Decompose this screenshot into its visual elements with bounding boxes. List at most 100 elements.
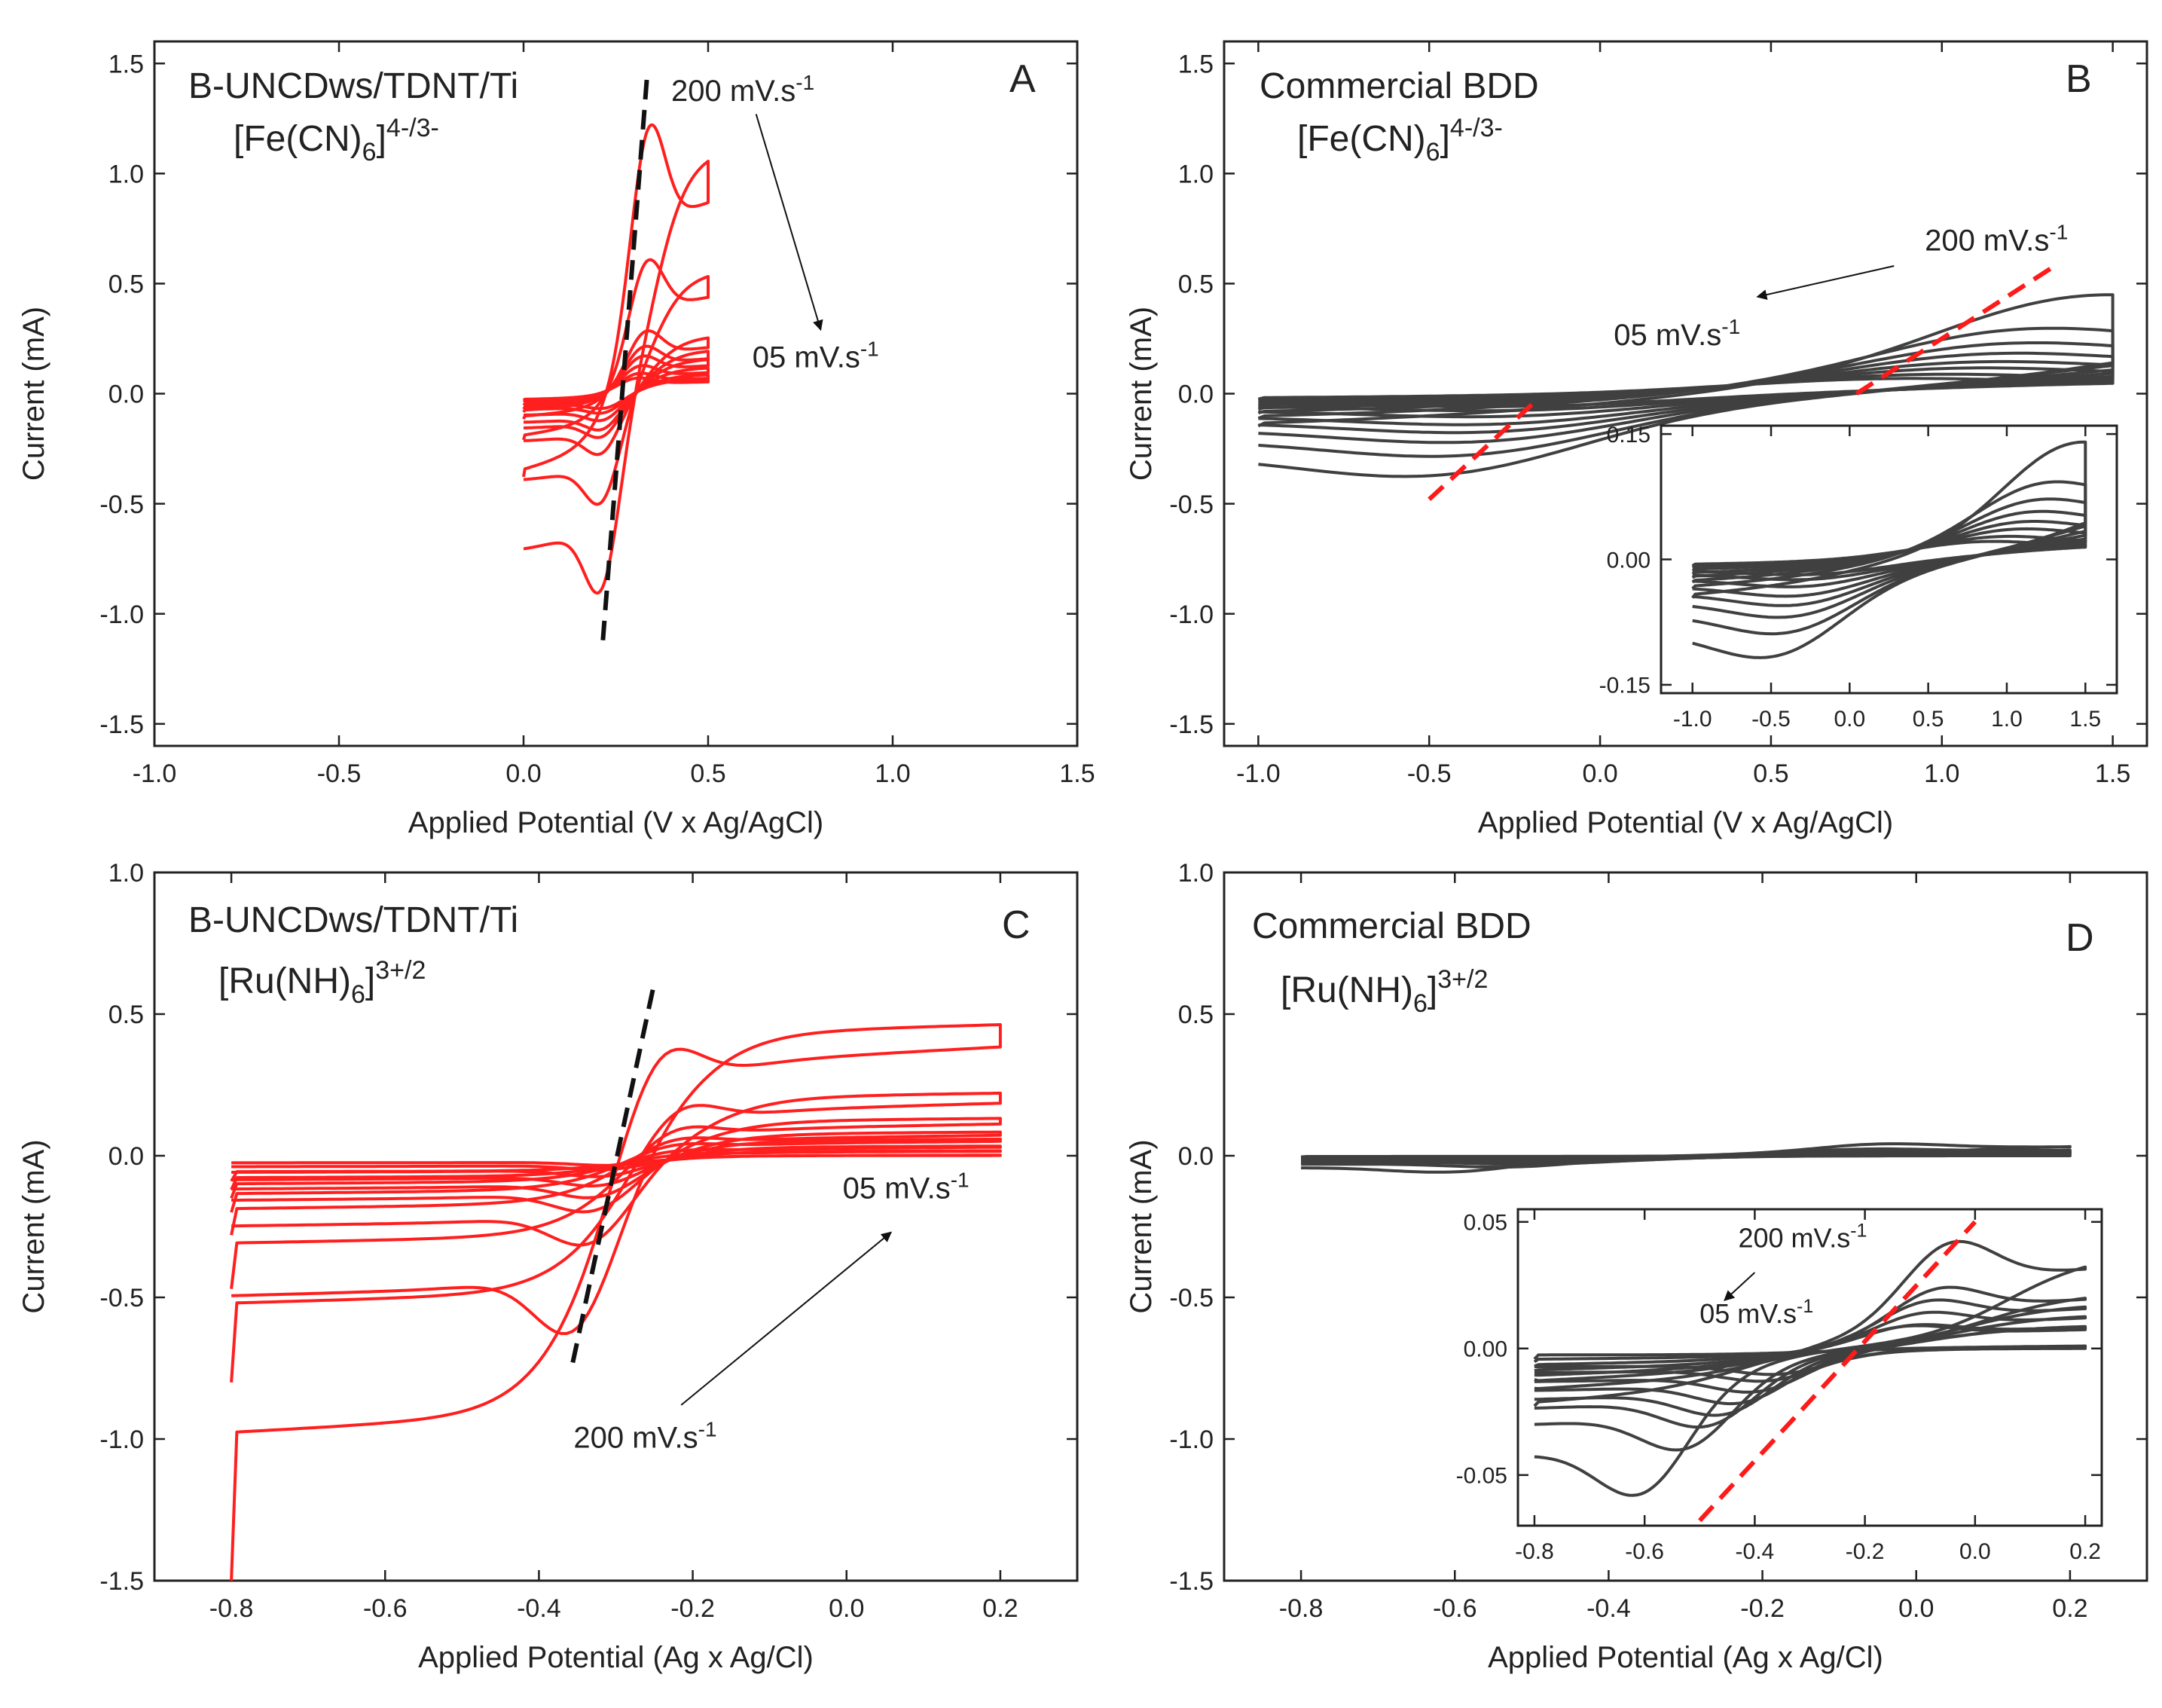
panel-d-xlabel: Applied Potential (Ag x Ag/Cl) <box>1488 1641 1883 1674</box>
panel-b-inset-curves <box>1691 440 2087 659</box>
panel-b-inset-xtick-label: 0.0 <box>1834 707 1865 732</box>
panel-b-xtick-label: 0.5 <box>1753 759 1788 788</box>
panel-a: -1.0 -0.5 0.0 0.5 1.0 1.5 -1.5 -1.0 -0.5 0.0 0.5 1.… <box>17 40 1095 839</box>
panel-a-annotation-1: 05 mV.s-1 <box>753 337 879 374</box>
panel-b-xtick-label: -0.5 <box>1407 759 1452 788</box>
panel-d-inset-ytick-label: -0.05 <box>1456 1464 1507 1489</box>
panel-a-ytick-label: 1.5 <box>108 50 144 78</box>
panel-a-ylabel: Current (mA) <box>17 307 50 481</box>
panel-d-inset-xtick-label: -0.4 <box>1736 1539 1775 1564</box>
panel-c: -0.8 -0.6 -0.4 -0.2 0.0 0.2 -1.5 -1.0 -0.5 0.0 0.5… <box>17 859 1079 1674</box>
panel-d-inset-xtick-label: -0.6 <box>1625 1539 1664 1564</box>
panel-d-inset-cv-curve-80 <box>1534 1298 2087 1429</box>
panel-d: -0.8 -0.6 -0.4 -0.2 0.0 0.2 -1.5 -1.0 -0.5 0.0 0.5… <box>1125 859 2148 1674</box>
panel-c-title: B-UNCDws/TDNT/Ti <box>188 900 518 940</box>
panel-a-species: [Fe(CN)6]4-/3- <box>234 114 439 167</box>
panel-c-annotation-1: 200 mV.s-1 <box>573 1417 716 1455</box>
panel-a-xtick-label: -0.5 <box>317 759 362 788</box>
panel-c-cv-curve-40 <box>230 1137 1002 1213</box>
panel-d-inset-peak-guide-0 <box>1698 1220 1977 1523</box>
panel-b-inset-xtick-label: 1.0 <box>1991 707 2023 732</box>
panel-a-ytick-label: -0.5 <box>99 490 144 519</box>
panel-d-inset-frame <box>1516 1208 2103 1527</box>
panel-a-letter: A <box>1009 57 1036 101</box>
panel-b: -1.0 -0.5 0.0 0.5 1.0 1.5 -1.5 -1.0 -0.5 0.0 0.5 1.… <box>1125 40 2148 839</box>
panel-a-arrow-0 <box>755 114 823 332</box>
panel-a-xtick-label: 0.0 <box>505 759 541 788</box>
panel-b-letter: B <box>2066 57 2092 101</box>
panel-b-annotation-0: 200 mV.s-1 <box>1925 220 2068 258</box>
panel-c-ytick-label: -0.5 <box>99 1284 144 1312</box>
panel-b-ytick-label: 0.5 <box>1178 270 1214 299</box>
panel-c-ytick-label: 1.0 <box>108 859 144 888</box>
panel-d-inset-ytick-label: 0.00 <box>1464 1337 1507 1362</box>
panel-d-xtick-label: -0.2 <box>1740 1594 1785 1623</box>
panel-c-xtick-label: -0.8 <box>209 1594 254 1623</box>
panel-a-xtick-label: -1.0 <box>133 759 177 788</box>
panel-a-ytick-label: -1.0 <box>99 600 144 629</box>
panel-c-xtick-label: -0.2 <box>670 1594 715 1623</box>
panel-a-ytick-label: 0.5 <box>108 270 144 299</box>
panel-c-ytick-label: 0.0 <box>108 1142 144 1171</box>
panel-d-ytick-label: 1.0 <box>1178 859 1214 888</box>
panel-b-inset-xtick-label: -0.5 <box>1751 707 1791 732</box>
panel-a-cv-curve-40 <box>522 354 710 432</box>
panel-c-curves <box>230 1023 1002 1581</box>
panel-c-species: [Ru(NH)6]3+/2 <box>218 956 426 1009</box>
panel-b-inset-xtick-label: -1.0 <box>1673 707 1712 732</box>
panel-d-ytick-label: -1.0 <box>1169 1425 1214 1454</box>
panel-d-curves <box>1300 1142 2072 1174</box>
panel-d-inset-cv-curve-60 <box>1534 1310 2087 1417</box>
panel-d-inset-annotation-0: 200 mV.s-1 <box>1738 1220 1867 1253</box>
panel-d-inset-arrow-0 <box>1724 1272 1756 1301</box>
panel-b-xtick-label: 1.5 <box>2095 759 2130 788</box>
panel-c-ytick-label: 0.5 <box>108 1001 144 1029</box>
panel-b-xtick-label: 1.0 <box>1924 759 1959 788</box>
panel-c-frame <box>153 871 1079 1582</box>
panel-a-cv-curve-80 <box>522 329 710 457</box>
panel-b-inset-xtick-label: 0.5 <box>1913 707 1944 732</box>
panel-b-inset-cv-curve-200 <box>1691 440 2087 659</box>
panel-d-ytick-label: 0.0 <box>1178 1142 1214 1171</box>
panel-a-xtick-label: 0.5 <box>690 759 725 788</box>
panel-c-cv-curve-10 <box>230 1149 1002 1190</box>
panel-b-inset-ytick-label: 0.00 <box>1607 548 1651 573</box>
panel-b-curves <box>1257 293 2115 478</box>
panel-d-frame <box>1223 871 2148 1582</box>
panel-d-inset-xtick-label: -0.2 <box>1846 1539 1885 1564</box>
panel-c-arrow-0 <box>680 1231 893 1406</box>
panel-a-annotation-0: 200 mV.s-1 <box>671 70 814 108</box>
panel-d-inset-ytick-label: 0.05 <box>1464 1211 1507 1236</box>
panel-c-xtick-label: -0.4 <box>517 1594 561 1623</box>
panel-b-cv-curve-200 <box>1257 293 2115 478</box>
panel-c-ytick-label: -1.5 <box>99 1567 144 1596</box>
panel-b-inset-ytick-label: -0.15 <box>1599 674 1651 698</box>
panel-a-ytick-label: -1.5 <box>99 710 144 739</box>
panel-b-ylabel: Current (mA) <box>1125 307 1158 481</box>
panel-b-ytick-label: 0.0 <box>1178 380 1214 409</box>
panel-b-species: [Fe(CN)6]4-/3- <box>1297 114 1503 167</box>
panel-a-ytick-label: 1.0 <box>108 160 144 189</box>
panel-d-inset-annotation-1: 05 mV.s-1 <box>1699 1296 1813 1329</box>
panel-c-cv-curve-20 <box>230 1144 1002 1199</box>
panel-c-xtick-label: 0.0 <box>829 1594 864 1623</box>
panel-b-annotation-1: 05 mV.s-1 <box>1614 315 1740 353</box>
panel-a-cv-curve-60 <box>522 344 710 439</box>
panel-b-peak-guide-0 <box>1428 402 1534 501</box>
panel-c-peak-guide-0 <box>570 982 657 1364</box>
panel-c-annotation-0: 05 mV.s-1 <box>843 1168 970 1205</box>
panel-b-peak-guide-1 <box>1855 264 2057 396</box>
panel-d-inset-cv-curve-200 <box>1533 1239 2087 1497</box>
panel-a-cv-curve-200 <box>522 123 710 595</box>
panel-a-xlabel: Applied Potential (V x Ag/AgCl) <box>408 806 823 839</box>
panel-d-xtick-label: -0.6 <box>1433 1594 1477 1623</box>
panel-d-inset-xtick-label: -0.8 <box>1515 1539 1554 1564</box>
panel-d-inset-cv-curve-100 <box>1534 1285 2087 1452</box>
panel-a-curves <box>522 123 710 595</box>
panel-d-inset-cv-curve-10 <box>1533 1344 2087 1383</box>
panel-b-inset-xtick-label: 1.5 <box>2069 707 2101 732</box>
panel-b-xlabel: Applied Potential (V x Ag/AgCl) <box>1478 806 1893 839</box>
panel-c-cv-curve-60 <box>230 1130 1002 1236</box>
panel-d-xtick-label: 0.0 <box>1898 1594 1934 1623</box>
panel-c-ylabel: Current (mA) <box>17 1139 50 1313</box>
